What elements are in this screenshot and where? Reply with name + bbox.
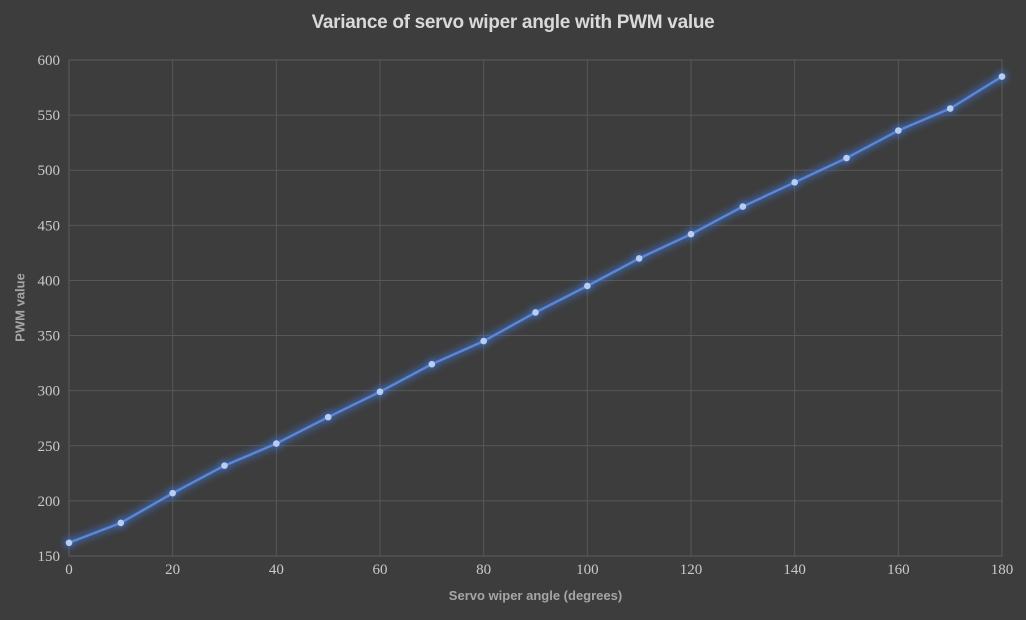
- x-tick-label: 0: [65, 562, 73, 578]
- data-point-marker: [998, 73, 1006, 80]
- y-tick-label: 200: [38, 494, 61, 510]
- data-point-marker: [273, 440, 280, 447]
- data-point-marker: [532, 309, 539, 316]
- data-point-marker: [65, 539, 73, 547]
- data-point-marker: [221, 462, 228, 469]
- data-point-marker: [895, 127, 902, 134]
- data-point-marker: [791, 179, 798, 186]
- y-tick-label: 300: [38, 384, 61, 400]
- data-point-marker: [117, 519, 125, 527]
- data-point-marker: [739, 203, 747, 210]
- x-tick-label: 100: [576, 562, 599, 578]
- data-point-marker: [584, 282, 591, 290]
- x-tick-label: 180: [991, 562, 1014, 578]
- y-tick-label: 150: [38, 549, 61, 565]
- y-tick-label: 250: [38, 439, 61, 455]
- y-axis-title: PWM value: [12, 273, 28, 342]
- x-tick-label: 40: [269, 562, 284, 578]
- y-tick-label: 450: [38, 218, 61, 234]
- data-point-marker: [687, 230, 695, 238]
- data-point-marker: [169, 489, 176, 497]
- x-tick-label: 140: [783, 562, 806, 578]
- x-tick-label: 120: [680, 562, 703, 578]
- x-tick-label: 20: [165, 562, 180, 578]
- data-point-marker: [480, 337, 487, 345]
- chart-title: Variance of servo wiper angle with PWM v…: [311, 12, 715, 33]
- x-tick-label: 60: [373, 562, 388, 578]
- x-axis-title: Servo wiper angle (degrees): [448, 588, 623, 603]
- y-tick-label: 350: [38, 329, 61, 345]
- data-point-marker: [635, 255, 643, 262]
- y-tick-label: 400: [38, 273, 61, 289]
- y-tick-label: 500: [38, 163, 61, 179]
- y-tick-label: 600: [38, 53, 61, 69]
- data-point-marker: [843, 154, 850, 162]
- plot-border: [68, 59, 1003, 557]
- data-point-marker: [946, 105, 954, 112]
- data-point-marker: [376, 388, 384, 396]
- data-point-marker: [428, 360, 436, 368]
- x-tick-label: 160: [887, 562, 910, 578]
- y-tick-label: 550: [38, 108, 61, 124]
- x-tick-label: 80: [476, 562, 491, 578]
- data-point-marker: [324, 413, 332, 421]
